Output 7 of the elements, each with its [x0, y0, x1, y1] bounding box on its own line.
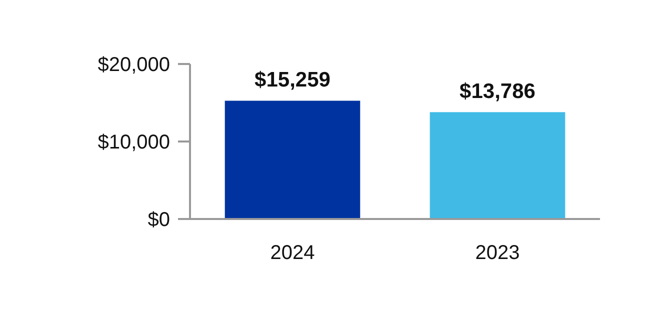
y-tick-label: $10,000 — [98, 132, 170, 154]
x-tick-label: 2023 — [475, 242, 520, 264]
data-label: $13,786 — [460, 80, 536, 104]
x-tick-label: 2024 — [270, 242, 315, 264]
y-tick-label: $20,000 — [98, 54, 170, 76]
data-label: $15,259 — [254, 68, 330, 92]
y-tick-label: $0 — [148, 209, 170, 231]
